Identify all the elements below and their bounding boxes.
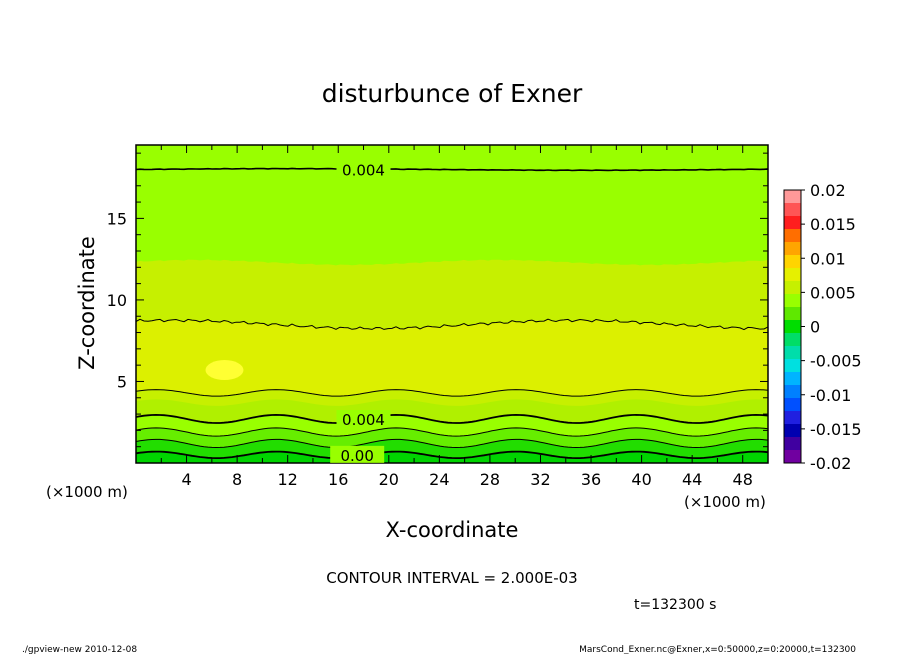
colorbar-label: 0.005 — [810, 283, 856, 302]
colorbar-segment — [784, 398, 801, 412]
colorbar-label: 0 — [810, 318, 820, 337]
footer-right: MarsCond_Exner.nc@Exner,x=0:50000,z=0:20… — [579, 645, 856, 654]
y-unit-label: (×1000 m) — [46, 483, 128, 501]
y-tick-label: 10 — [107, 291, 127, 310]
contour-lines — [135, 167, 769, 459]
colorbar-segment — [784, 229, 801, 243]
chart-title: disturbunce of Exner — [322, 79, 583, 108]
y-axis-label: Z-coordinate — [75, 236, 99, 370]
contour-line — [135, 427, 769, 437]
contour-label: 0.004 — [342, 161, 385, 179]
contour-line — [135, 450, 769, 459]
y-tick-labels: 5 10 15 — [107, 209, 127, 391]
x-axis-label: X-coordinate — [386, 518, 519, 542]
colorbar-label: 0.01 — [810, 249, 846, 268]
x-tick-label: 36 — [581, 470, 601, 489]
colorbar-segment — [784, 424, 801, 438]
colorbar-segment — [784, 268, 801, 282]
colorbar-segment — [784, 411, 801, 425]
x-tick-label: 28 — [480, 470, 500, 489]
contour-label: 0.004 — [342, 411, 385, 429]
x-tick-label: 40 — [631, 470, 651, 489]
plot-area: 0.004 0.004 0.00 — [135, 144, 769, 465]
x-unit-label: (×1000 m) — [684, 493, 766, 511]
colorbar-segment — [784, 450, 801, 464]
x-tick-labels: 4 8 12 16 20 24 28 32 36 40 44 48 — [181, 470, 752, 489]
colorbar-segment — [784, 255, 801, 269]
contour-label-bg — [336, 409, 391, 427]
contour-line — [135, 167, 769, 172]
x-tick-label: 4 — [181, 470, 191, 489]
x-tick-label: 8 — [232, 470, 242, 489]
contour-label-bg — [330, 445, 385, 463]
colorbar-segment — [784, 307, 801, 321]
y-tick-label: 5 — [117, 372, 127, 391]
plot-frame — [135, 144, 769, 464]
colorbar-segment — [784, 203, 801, 217]
x-tick-label: 44 — [682, 470, 702, 489]
colorbar-segment — [784, 281, 801, 295]
colorbar-segment — [784, 359, 801, 373]
contour-line — [135, 438, 769, 449]
x-tick-label: 12 — [278, 470, 298, 489]
highlight-blob — [205, 360, 244, 381]
colorbar-segment — [784, 372, 801, 386]
colorbar-label: -0.005 — [810, 352, 862, 371]
colorbar-labels: 0.02 0.015 0.01 0.005 0 -0.005 -0.01 -0.015 -0.0… — [801, 181, 862, 473]
colorbar-segment — [784, 190, 801, 204]
colorbar-label: -0.015 — [810, 420, 862, 439]
colorbar-segment — [784, 216, 801, 230]
colorbar-segment — [784, 320, 801, 334]
y-tick-label: 15 — [107, 209, 127, 228]
colorbar — [783, 189, 802, 464]
time-text: t=132300 s — [634, 597, 716, 613]
x-tick-label: 48 — [733, 470, 753, 489]
x-tick-label: 24 — [429, 470, 449, 489]
colorbar-segment — [784, 294, 801, 308]
colorbar-label: -0.01 — [810, 386, 851, 405]
colorbar-label: -0.02 — [810, 454, 851, 473]
contour-label: 0.00 — [340, 447, 373, 465]
x-tick-label: 20 — [379, 470, 399, 489]
colorbar-segment — [784, 333, 801, 347]
colorbar-label: 0.015 — [810, 215, 856, 234]
x-tick-label: 32 — [530, 470, 550, 489]
contour-line — [135, 318, 769, 331]
contour-label-bg — [336, 160, 391, 178]
colorbar-segment — [784, 346, 801, 360]
filled-bands — [136, 259, 768, 463]
colorbar-segment — [784, 385, 801, 399]
contour-interval-text: CONTOUR INTERVAL = 2.000E-03 — [326, 569, 577, 587]
contour-line — [135, 389, 769, 397]
colorbar-segment — [784, 437, 801, 451]
footer-left: ./gpview-new 2010-12-08 — [22, 645, 137, 654]
x-tick-label: 16 — [328, 470, 348, 489]
contour-labels: 0.004 0.004 0.00 — [330, 160, 391, 465]
colorbar-label: 0.02 — [810, 181, 846, 200]
colorbar-segment — [784, 242, 801, 256]
contour-line — [135, 413, 769, 424]
